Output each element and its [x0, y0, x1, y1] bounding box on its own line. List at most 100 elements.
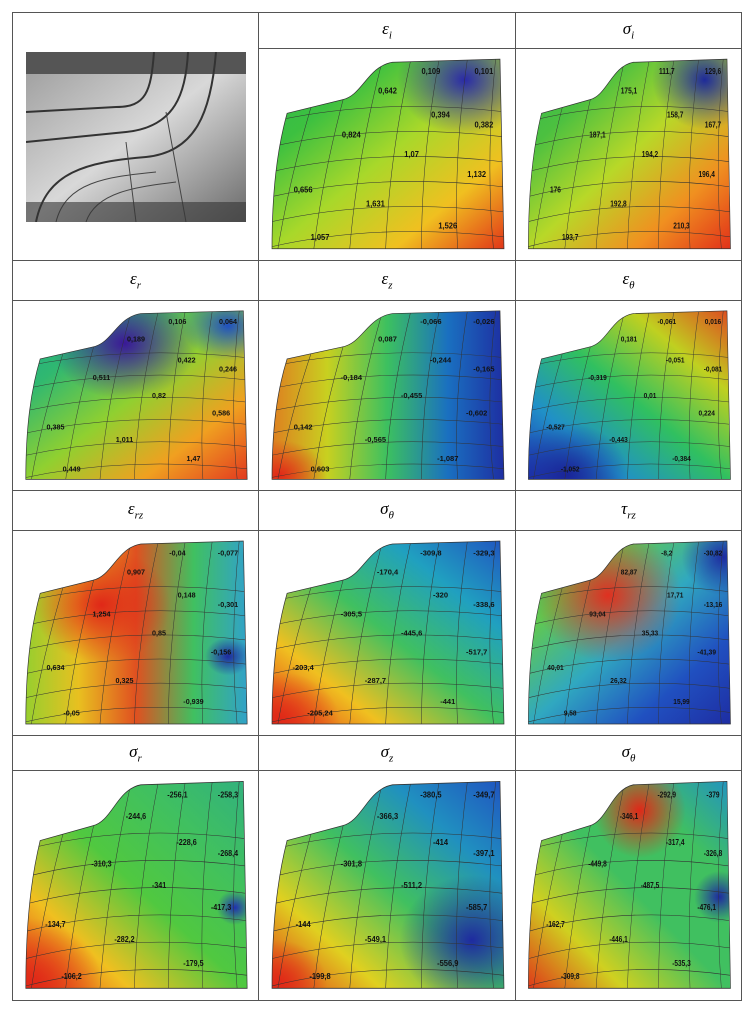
specimen-photo [26, 52, 246, 222]
value-label: -8,2 [661, 549, 672, 556]
plot-area [524, 538, 734, 729]
value-label: -256,1 [167, 789, 188, 799]
plot-cell: 0,1890,1060,0640,4220,2460,5110,820,5860… [13, 301, 259, 491]
subscript: r [137, 280, 141, 292]
contour-plot: -346,1-292,9-379-317,4-326,8-449,8-487,5… [524, 778, 734, 994]
value-label: 0,82 [152, 392, 166, 399]
value-label: -0,527 [546, 424, 565, 431]
header-cell: εrz [13, 491, 259, 531]
header-cell: εz [259, 261, 516, 301]
value-label: -317,4 [665, 837, 684, 847]
value-label: -1,052 [560, 466, 579, 473]
subscript: r [138, 752, 142, 764]
value-label: 0,394 [431, 110, 451, 119]
value-label: -397,1 [473, 848, 495, 858]
value-label: 0,385 [46, 424, 64, 431]
subscript: θ [629, 280, 634, 292]
value-label: -13,16 [703, 601, 722, 608]
value-label: 1,631 [366, 199, 386, 208]
value-label: -349,7 [473, 790, 495, 800]
header-row: εiσi [13, 13, 742, 49]
value-label: 1,011 [115, 436, 133, 443]
value-label: 175,1 [620, 86, 636, 96]
header-cell: τrz [516, 491, 742, 531]
value-label: -30,82 [703, 549, 722, 556]
value-label: -205,24 [307, 708, 333, 717]
value-label: -1,087 [437, 454, 458, 463]
value-label: -449,8 [588, 858, 607, 868]
value-label: -268,4 [217, 848, 238, 858]
plot-area [267, 778, 508, 994]
field-blob [32, 547, 170, 662]
value-label: -0,244 [429, 355, 450, 364]
value-label: -0,026 [473, 317, 494, 326]
value-label: 0,656 [293, 185, 312, 194]
subscript: θ [630, 752, 635, 764]
value-label: -476,1 [697, 901, 716, 911]
value-label: -144 [295, 919, 311, 929]
value-label: 194,2 [641, 149, 657, 159]
value-label: 1,254 [92, 609, 111, 618]
photo-cell [13, 13, 259, 261]
header-cell: εi [259, 13, 516, 49]
value-label: 0,634 [46, 662, 65, 671]
subscript: z [388, 280, 392, 292]
value-label: 1,132 [467, 169, 486, 178]
contour-plot: 0,087-0,066-0,026-0,244-0,165-0,184-0,45… [267, 308, 508, 484]
header-cell: σθ [259, 491, 516, 531]
value-label: -511,2 [401, 880, 422, 890]
value-label: 0,064 [219, 318, 237, 325]
value-label: 15,99 [673, 698, 689, 705]
value-label: -446,1 [609, 934, 628, 944]
value-label: 1,526 [438, 221, 457, 230]
header-row: εrεzεθ [13, 261, 742, 301]
value-label: 0,109 [421, 66, 440, 75]
symbol: σ [622, 742, 630, 761]
value-label: 82,87 [620, 569, 636, 576]
value-label: 17,71 [667, 591, 683, 598]
subscript: z [389, 752, 393, 764]
value-label: -106,2 [61, 971, 82, 981]
value-label: -441 [440, 697, 455, 706]
value-label: -0,081 [703, 366, 722, 373]
image-row: 0,1890,1060,0640,4220,2460,5110,820,5860… [13, 301, 742, 491]
symbol: ε [382, 19, 389, 38]
contour-plot: -366,3-380,5-349,7-414-397,1-301,8-511,2… [267, 778, 508, 994]
value-label: -417,3 [210, 902, 231, 912]
symbol: ε [130, 269, 137, 288]
header-cell: εθ [516, 261, 742, 301]
value-label: -0,156 [210, 647, 230, 656]
value-label: 0,148 [177, 590, 195, 599]
photo-base [26, 202, 246, 222]
value-label: -0,066 [420, 317, 441, 326]
value-label: -282,2 [114, 934, 135, 944]
value-label: -0,05 [63, 708, 79, 717]
value-label: -0,443 [609, 436, 628, 443]
value-label: 129,6 [704, 66, 720, 76]
value-label: -0,939 [183, 697, 203, 706]
value-label: 0,142 [293, 422, 312, 431]
value-label: -179,5 [183, 958, 204, 968]
value-label: -346,1 [619, 811, 638, 821]
value-label: 0,382 [474, 120, 493, 129]
value-label: 0,224 [698, 410, 715, 417]
value-label: -0,455 [400, 391, 421, 400]
page: {"table": {"panels": [ {"symbol": "ε", "… [0, 0, 753, 1010]
plot-cell: -244,6-256,1-258,3-228,6-268,4-310,3-341… [13, 771, 259, 1001]
value-label: -341 [151, 880, 166, 890]
image-row: -244,6-256,1-258,3-228,6-268,4-310,3-341… [13, 771, 742, 1001]
value-label: -228,6 [176, 837, 197, 847]
value-label: 40,01 [547, 664, 563, 671]
value-label: -517,7 [466, 647, 487, 656]
value-label: -309,8 [560, 971, 579, 981]
value-label: -292,9 [657, 789, 676, 799]
value-label: 0,106 [168, 318, 186, 325]
plot-cell: 0,907-0,04-0,0770,148-0,3011,2540,85-0,1… [13, 531, 259, 736]
value-label: -0,061 [657, 318, 676, 325]
subscript: rz [627, 510, 636, 522]
header-cell: εr [13, 261, 259, 301]
value-label: 158,7 [667, 109, 683, 119]
value-label: -320 [433, 590, 448, 599]
